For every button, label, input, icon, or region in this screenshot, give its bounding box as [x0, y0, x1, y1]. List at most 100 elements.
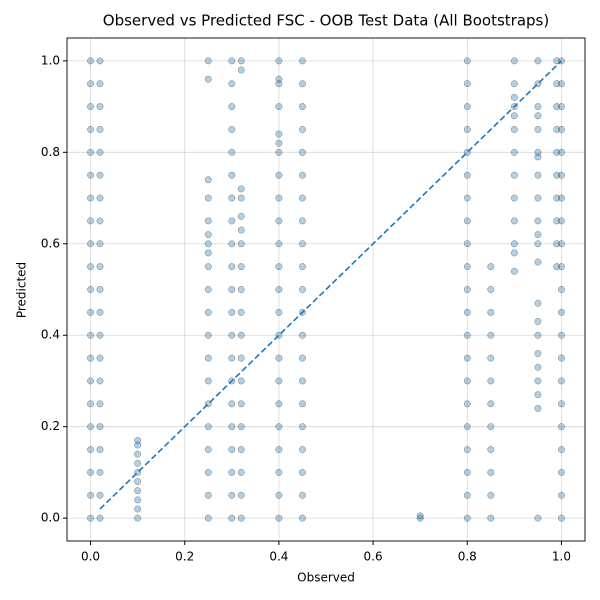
point [534, 514, 542, 522]
point [96, 354, 104, 362]
point [134, 441, 142, 449]
point [487, 308, 495, 316]
point [228, 308, 236, 316]
point [87, 377, 94, 385]
point [534, 57, 542, 65]
chart-title: Observed vs Predicted FSC - OOB Test Dat… [103, 12, 549, 30]
point [463, 400, 471, 408]
point [87, 286, 94, 293]
point [96, 126, 104, 133]
point [204, 217, 212, 225]
point [134, 478, 142, 486]
point [299, 286, 306, 293]
point [463, 286, 471, 293]
point [553, 240, 561, 248]
point [237, 66, 245, 74]
point [96, 80, 104, 88]
point [228, 354, 236, 362]
point [463, 446, 471, 453]
point [510, 126, 518, 133]
point [96, 148, 104, 156]
point [204, 75, 212, 83]
point [134, 496, 142, 504]
point [299, 148, 306, 156]
point [558, 331, 565, 339]
point [237, 308, 245, 316]
point [87, 217, 94, 225]
point [134, 487, 142, 495]
point [463, 194, 471, 202]
point [96, 308, 104, 316]
point [558, 80, 565, 88]
point [275, 400, 283, 408]
point [96, 377, 104, 385]
point [275, 240, 283, 248]
y-tick-label: 0.2 [41, 419, 60, 433]
point [228, 240, 236, 248]
point [96, 491, 104, 499]
point [558, 286, 565, 293]
point [510, 112, 518, 120]
point [534, 299, 542, 307]
point [275, 80, 283, 88]
point [204, 514, 212, 522]
point [463, 514, 471, 522]
point [275, 354, 283, 362]
point [463, 263, 471, 271]
point [534, 350, 542, 357]
point [237, 331, 245, 339]
point [237, 446, 245, 453]
point [275, 217, 283, 225]
point [487, 354, 495, 362]
point [275, 468, 283, 476]
point [87, 308, 94, 316]
point [558, 171, 565, 179]
point [228, 286, 236, 293]
point [487, 377, 495, 385]
point [299, 331, 306, 339]
point [553, 171, 561, 179]
point [87, 148, 94, 156]
point [558, 468, 565, 476]
point [553, 217, 561, 225]
point [96, 286, 104, 293]
point [96, 57, 104, 65]
y-tick-label: 1.0 [41, 53, 60, 67]
point [87, 126, 94, 133]
point [275, 171, 283, 179]
point [463, 103, 471, 111]
point [463, 331, 471, 339]
point [87, 240, 94, 248]
point [534, 391, 542, 399]
point [275, 286, 283, 293]
point [299, 217, 306, 225]
point [87, 491, 94, 499]
point [510, 249, 518, 257]
point [228, 468, 236, 476]
point [558, 148, 565, 156]
point [558, 308, 565, 316]
point [534, 112, 542, 120]
point [87, 171, 94, 179]
plot-frame [66, 37, 586, 542]
point [299, 263, 306, 271]
point [96, 400, 104, 408]
point [87, 103, 94, 111]
point [416, 512, 424, 520]
point [463, 171, 471, 179]
x-tick-label: 1.0 [552, 550, 571, 564]
point [237, 57, 245, 65]
point [134, 514, 142, 522]
point [237, 491, 245, 499]
point [558, 491, 565, 499]
point [87, 263, 94, 271]
point [134, 450, 142, 458]
point [534, 126, 542, 133]
point [204, 176, 212, 184]
point [299, 446, 306, 453]
point [510, 240, 518, 248]
point [416, 514, 424, 522]
point [134, 505, 142, 513]
point [534, 171, 542, 179]
